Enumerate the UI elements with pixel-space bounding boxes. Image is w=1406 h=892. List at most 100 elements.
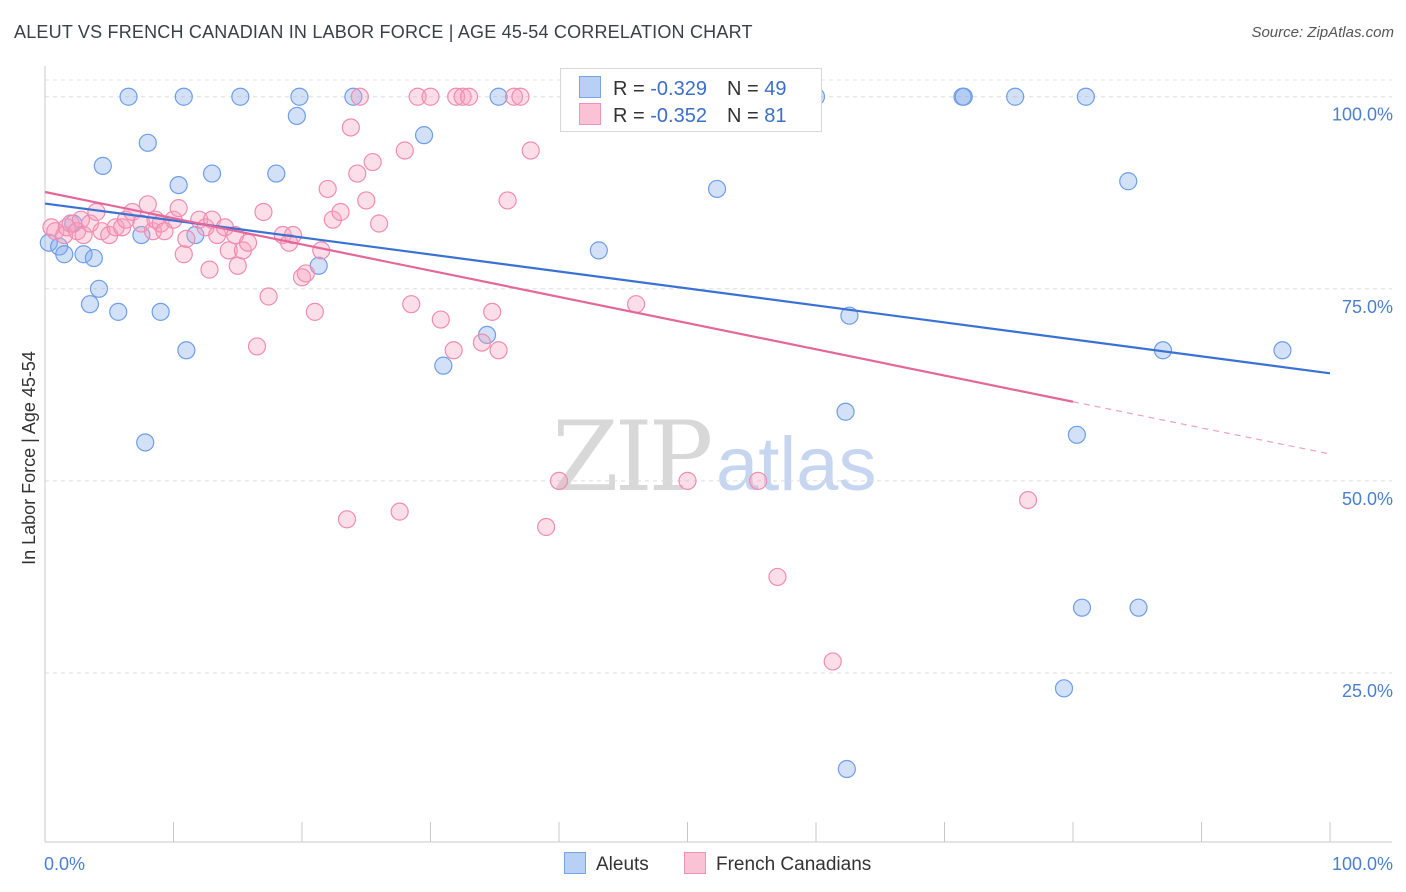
french-canadian-point bbox=[357, 191, 376, 210]
tick-labels: 25.0% 50.0% 75.0% 100.0% 0.0% 100.0% bbox=[44, 105, 1393, 874]
french-canadian-point bbox=[305, 302, 324, 321]
trend-lines bbox=[44, 190, 1331, 455]
aleut-point bbox=[39, 233, 58, 252]
french-canadian-point bbox=[483, 302, 502, 321]
aleut-point bbox=[202, 164, 222, 183]
french-canadian-point bbox=[431, 310, 450, 329]
aleut-point bbox=[186, 225, 205, 245]
french-canadian-trend-extension bbox=[1072, 401, 1331, 455]
source-label: Source: ZipAtlas.com bbox=[1251, 24, 1394, 41]
french-canadian-point bbox=[350, 87, 369, 106]
french-canadian-point bbox=[408, 87, 427, 106]
french-canadian-point bbox=[71, 210, 91, 229]
french-canadian-point bbox=[521, 141, 540, 160]
french-canadian-point bbox=[200, 260, 219, 279]
french-canadian-point bbox=[363, 152, 382, 172]
aleut-swatch bbox=[579, 76, 601, 98]
aleut-point bbox=[151, 302, 170, 321]
french-canadian-point bbox=[768, 567, 787, 587]
aleuts-legend-label: Aleuts bbox=[596, 854, 649, 875]
aleut-n-label: N = bbox=[726, 78, 765, 100]
aleut-point bbox=[1119, 172, 1138, 191]
aleut-r-value: -0.329 bbox=[650, 78, 707, 100]
watermark-atlas: atlas bbox=[716, 422, 877, 507]
french-canadian-point bbox=[678, 471, 697, 490]
aleut-point bbox=[589, 241, 608, 260]
aleut-point bbox=[414, 126, 434, 145]
french-canadian-point bbox=[421, 87, 440, 106]
french-canadian-point bbox=[74, 225, 93, 245]
legend-row-aleuts: R = -0.329 N = 49 bbox=[579, 76, 786, 100]
aleut-point bbox=[1076, 87, 1095, 106]
french-canadian-point bbox=[174, 245, 193, 264]
french-canadian-point bbox=[296, 264, 315, 283]
aleut-point bbox=[136, 433, 155, 452]
aleut-point bbox=[74, 245, 93, 264]
french-canadian-point bbox=[390, 502, 409, 521]
y-tick-label: 75.0% bbox=[1342, 297, 1393, 317]
french-canadian-point bbox=[318, 179, 337, 199]
aleut-point bbox=[489, 87, 508, 106]
french-canadian-point bbox=[323, 210, 342, 229]
aleut-point bbox=[231, 87, 250, 106]
aleut-point bbox=[119, 87, 138, 106]
aleut-point bbox=[954, 87, 973, 106]
aleut-point bbox=[344, 87, 363, 106]
aleut-r-label: R = bbox=[613, 78, 651, 100]
aleut-point bbox=[138, 133, 157, 152]
aleut-point bbox=[1006, 87, 1025, 106]
french-canadian-n-value: 81 bbox=[764, 105, 787, 127]
french-canadians-legend-label: French Canadians bbox=[716, 854, 872, 875]
french-canadian-point bbox=[459, 87, 479, 106]
french-canadian-point bbox=[447, 87, 466, 106]
french-canadian-point bbox=[444, 341, 463, 360]
aleut-point bbox=[1129, 598, 1148, 617]
french-canadian-point bbox=[549, 471, 569, 490]
y-tick-label: 100.0% bbox=[1332, 105, 1393, 125]
french-canadian-point bbox=[395, 141, 414, 160]
french-canadian-point bbox=[138, 195, 157, 214]
french-canadian-r-value: -0.352 bbox=[650, 105, 707, 127]
aleut-point bbox=[434, 356, 453, 375]
french-canadians-legend-swatch bbox=[684, 852, 706, 874]
french-canadian-point bbox=[46, 222, 65, 241]
aleut-point bbox=[1072, 598, 1092, 617]
french-canadian-point bbox=[370, 214, 389, 233]
aleut-trend-line bbox=[44, 202, 1331, 375]
french-canadian-trend-line bbox=[44, 190, 1074, 403]
french-canadian-point bbox=[1018, 490, 1038, 510]
french-canadian-point bbox=[402, 295, 421, 314]
aleut-point bbox=[707, 179, 727, 199]
aleuts-legend-swatch bbox=[564, 852, 586, 874]
french-canadian-point bbox=[498, 191, 517, 210]
y-tick-label: 50.0% bbox=[1342, 489, 1393, 509]
french-canadian-point bbox=[177, 229, 196, 248]
french-canadian-swatch bbox=[579, 103, 601, 125]
aleut-point bbox=[290, 87, 309, 106]
french-canadian-point bbox=[472, 333, 491, 352]
bottom-legend-aleuts: Aleuts bbox=[564, 852, 649, 876]
x-tick-label-max: 100.0% bbox=[1332, 854, 1393, 874]
aleut-n-value: 49 bbox=[764, 78, 787, 100]
french-canadian-point bbox=[337, 510, 357, 529]
gridlines bbox=[45, 79, 1392, 674]
french-canadian-point bbox=[238, 233, 258, 252]
aleut-point bbox=[89, 279, 109, 298]
aleut-point bbox=[837, 759, 856, 779]
bottom-legend-french-canadians: French Canadians bbox=[684, 852, 871, 876]
y-axis-label: In Labor Force | Age 45-54 bbox=[19, 351, 39, 565]
aleut-point bbox=[177, 341, 196, 360]
aleut-point bbox=[109, 302, 128, 321]
aleut-point bbox=[836, 402, 855, 421]
french-canadian-point bbox=[348, 164, 367, 183]
stats-legend: R = -0.329 N = 49 R = -0.352 N = 81 bbox=[560, 68, 822, 132]
aleut-point bbox=[80, 295, 100, 314]
aleut-point bbox=[174, 87, 193, 106]
french-canadian-point bbox=[169, 199, 188, 218]
french-canadian-point bbox=[537, 517, 556, 537]
french-canadian-point bbox=[504, 87, 524, 106]
aleut-point bbox=[1067, 425, 1086, 444]
axes bbox=[44, 66, 1392, 843]
french-canadian-n-label: N = bbox=[726, 105, 765, 127]
